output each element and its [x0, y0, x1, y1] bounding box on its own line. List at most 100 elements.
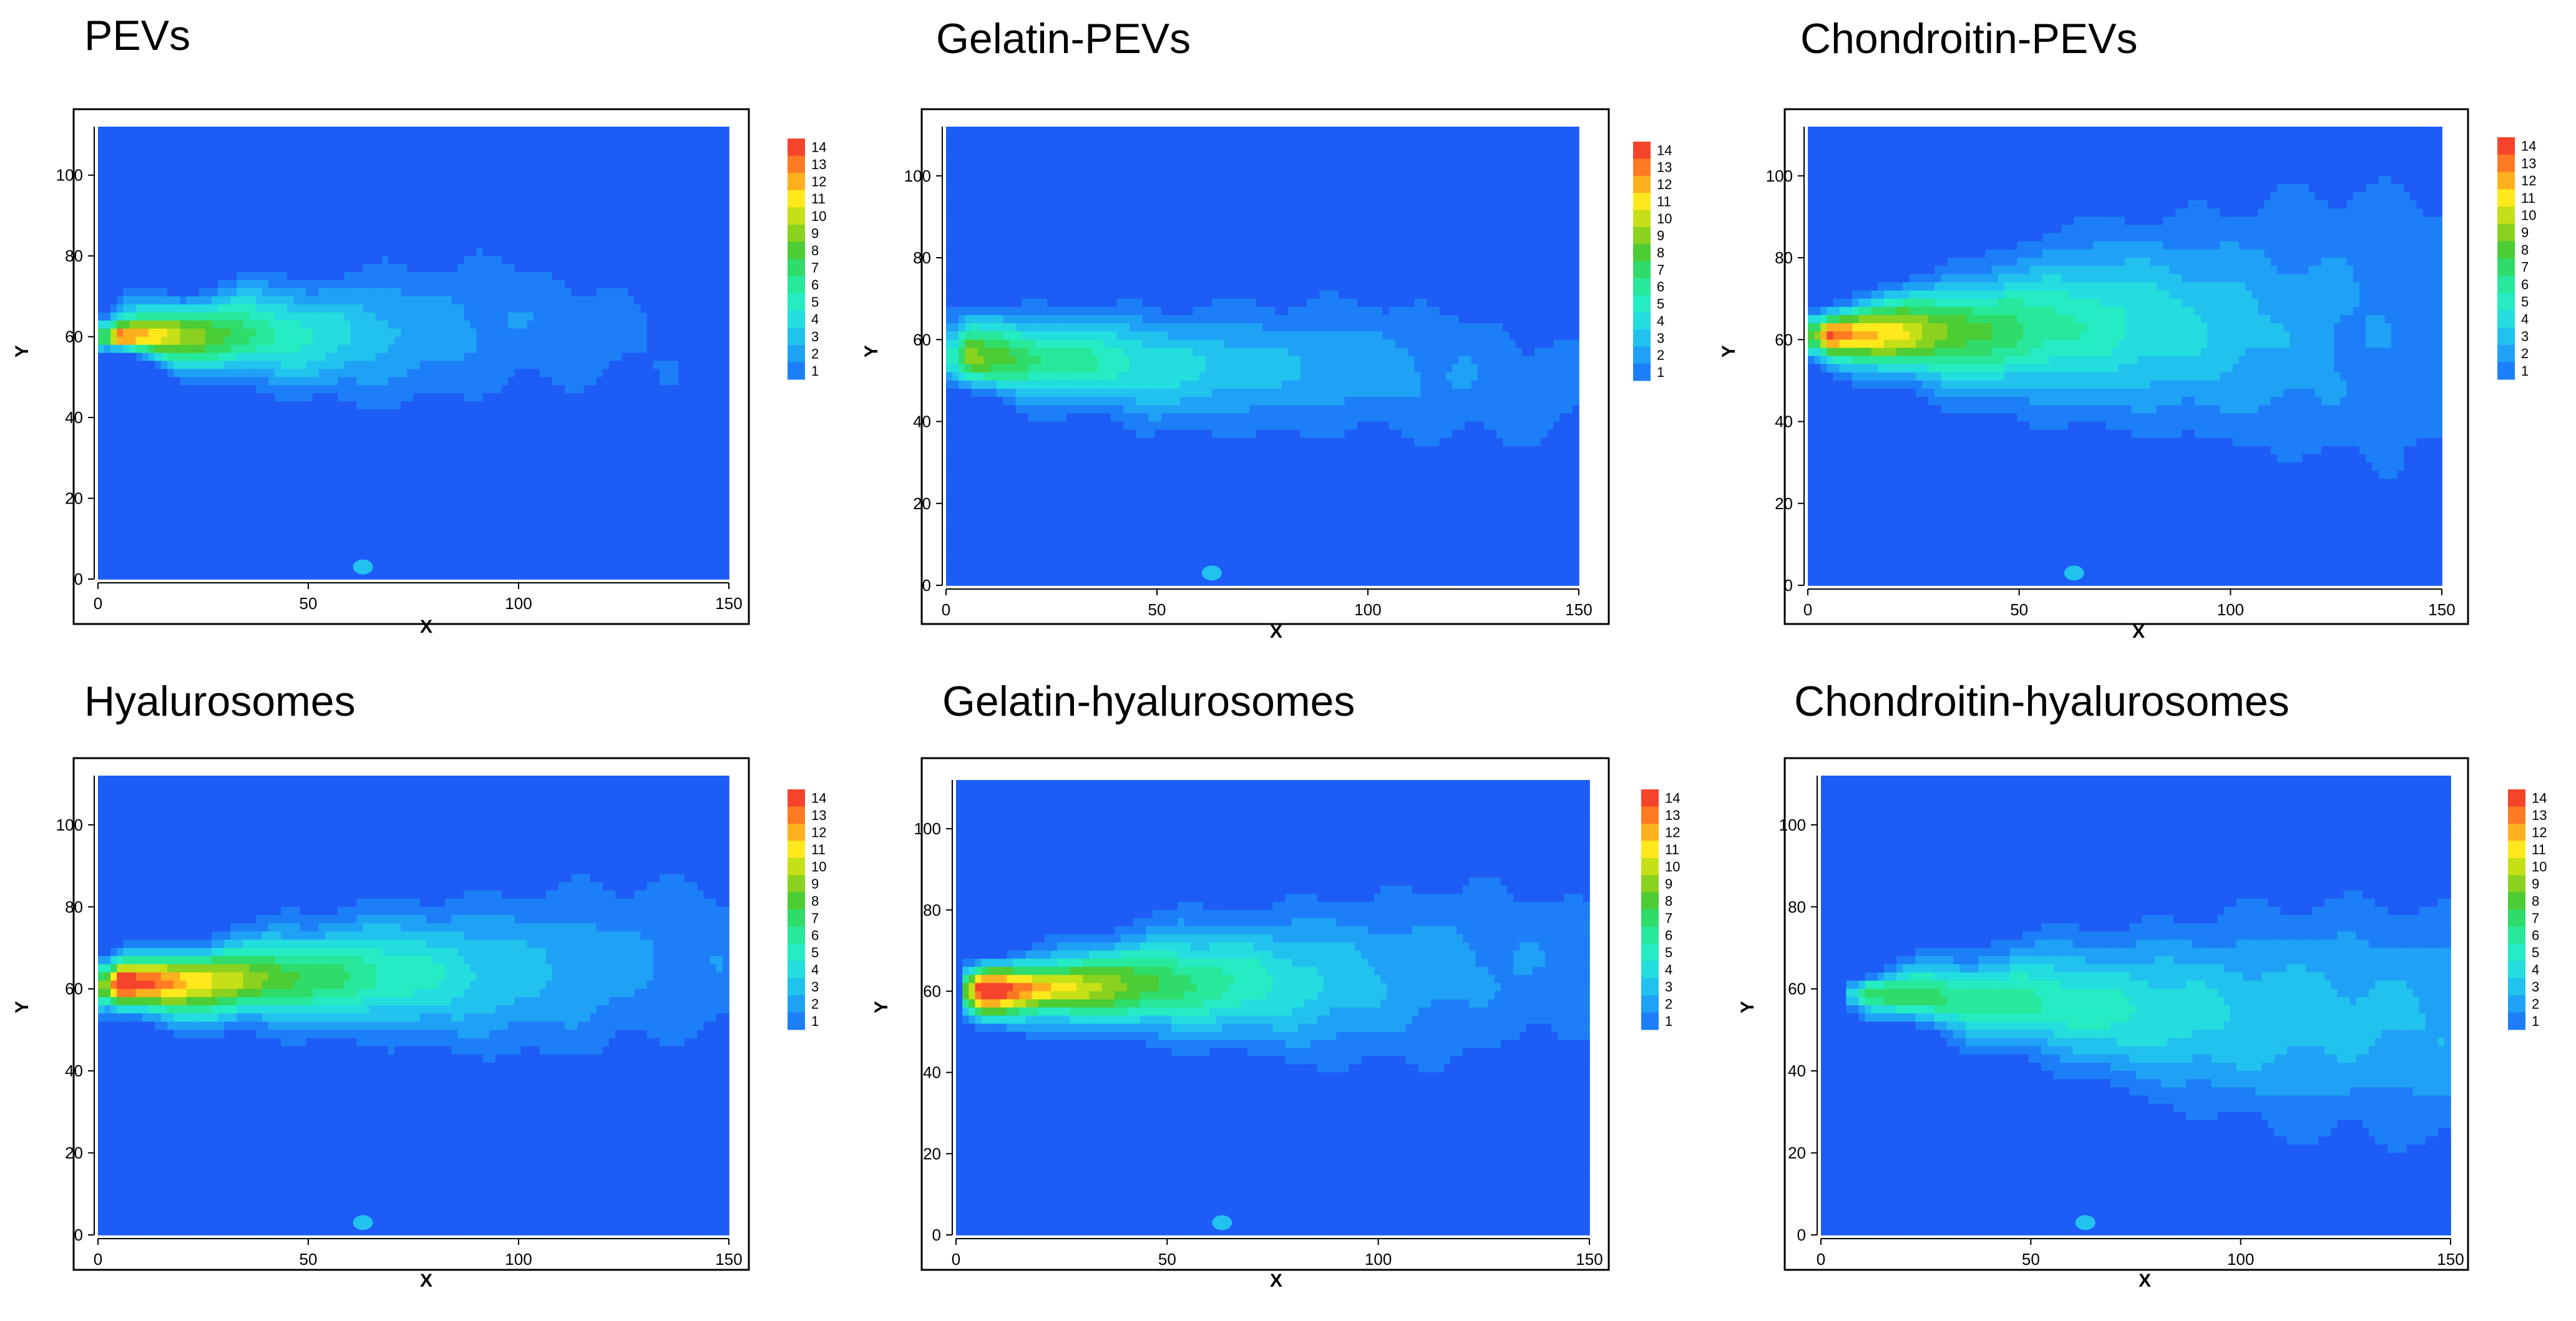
heatmap-cell	[110, 296, 117, 305]
heatmap-cell	[212, 192, 218, 200]
heatmap-cell	[205, 547, 212, 555]
heatmap-cell	[130, 272, 137, 281]
heatmap-cell	[199, 417, 206, 426]
heatmap-cell	[199, 507, 206, 515]
heatmap-cell	[123, 288, 130, 297]
heatmap-cell	[167, 499, 174, 507]
heatmap-cell	[161, 442, 168, 451]
heatmap-cell	[167, 272, 174, 281]
heatmap-cell	[180, 337, 187, 346]
heatmap-cell	[123, 514, 130, 523]
heatmap-cell	[149, 272, 155, 281]
heatmap-cell	[161, 499, 168, 507]
heatmap-cell	[149, 192, 155, 200]
heatmap-cell	[199, 256, 206, 265]
heatmap-cell	[167, 563, 174, 572]
heatmap-cell	[212, 313, 218, 321]
heatmap-cell	[155, 522, 162, 531]
heatmap-cell	[123, 377, 130, 386]
heatmap-cell	[110, 288, 117, 297]
heatmap-cell	[117, 458, 124, 467]
heatmap-cell	[142, 490, 149, 499]
heatmap-cell	[130, 385, 137, 394]
heatmap-cell	[187, 345, 193, 354]
heatmap-cell	[187, 385, 193, 394]
heatmap-cell	[161, 288, 168, 297]
heatmap-cell	[155, 288, 162, 297]
heatmap-cell	[161, 321, 168, 329]
heatmap-cell	[98, 272, 105, 281]
heatmap-cell	[199, 288, 206, 297]
heatmap-cell	[142, 450, 149, 459]
heatmap-cell	[104, 474, 111, 483]
heatmap-cell	[180, 385, 187, 394]
heatmap-cell	[110, 127, 117, 135]
heatmap-cell	[193, 280, 200, 289]
heatmap-cell	[173, 192, 180, 200]
heatmap-cell	[110, 401, 117, 410]
heatmap-cell	[155, 272, 162, 281]
heatmap-cell	[155, 361, 162, 369]
heatmap-cell	[212, 175, 218, 184]
heatmap-cell	[136, 159, 143, 168]
heatmap-cell	[212, 417, 218, 426]
heatmap-cell	[130, 563, 137, 572]
heatmap-cell	[142, 256, 149, 265]
heatmap-cell	[167, 256, 174, 265]
heatmap-cell	[187, 434, 193, 442]
heatmap-cell	[98, 208, 105, 217]
heatmap-cell	[104, 223, 111, 232]
heatmap-cell	[173, 417, 180, 426]
heatmap-cell	[155, 240, 162, 248]
heatmap-cell	[104, 409, 111, 418]
heatmap-cell	[117, 288, 124, 297]
heatmap-cell	[149, 450, 155, 459]
heatmap-cell	[155, 215, 162, 224]
heatmap-cell	[110, 417, 117, 426]
heatmap-cell	[142, 482, 149, 491]
heatmap-cell	[110, 555, 117, 563]
heatmap-cell	[199, 175, 206, 184]
heatmap-cell	[193, 442, 200, 451]
heatmap-cell	[218, 192, 225, 200]
heatmap-cell	[155, 547, 162, 555]
heatmap-cell	[167, 555, 174, 563]
heatmap-cell	[123, 522, 130, 531]
heatmap-cell	[205, 248, 212, 256]
heatmap-cell	[110, 547, 117, 555]
heatmap-cell	[104, 426, 111, 434]
heatmap-cell	[205, 305, 212, 313]
heatmap-cell	[161, 240, 168, 248]
heatmap-cell	[180, 539, 187, 547]
heatmap-cell	[104, 361, 111, 369]
heatmap-cell	[205, 200, 212, 208]
heatmap-cell	[167, 522, 174, 531]
heatmap-cell	[212, 426, 218, 434]
heatmap-cell	[180, 426, 187, 434]
heatmap-cell	[104, 256, 111, 265]
heatmap-cell	[98, 401, 105, 410]
heatmap-cell	[161, 490, 168, 499]
heatmap-cell	[110, 321, 117, 329]
heatmap-cell	[193, 490, 200, 499]
heatmap-cell	[123, 232, 130, 240]
heatmap-cell	[142, 409, 149, 418]
heatmap-cell	[117, 499, 124, 507]
heatmap-cell	[167, 143, 174, 152]
heatmap-cell	[110, 313, 117, 321]
heatmap-cell	[149, 353, 155, 362]
heatmap-cell	[180, 458, 187, 467]
heatmap-cell	[130, 143, 137, 152]
heatmap-cell	[199, 183, 206, 192]
heatmap-cell	[130, 361, 137, 369]
heatmap-cell	[136, 272, 143, 281]
heatmap-cell	[149, 539, 155, 547]
heatmap-cell	[212, 215, 218, 224]
heatmap-cell	[193, 507, 200, 515]
heatmap-cell	[117, 490, 124, 499]
heatmap-cell	[205, 450, 212, 459]
heatmap-cell	[104, 353, 111, 362]
heatmap-cell	[104, 507, 111, 515]
heatmap-cell	[199, 393, 206, 402]
heatmap-cell	[130, 296, 137, 305]
